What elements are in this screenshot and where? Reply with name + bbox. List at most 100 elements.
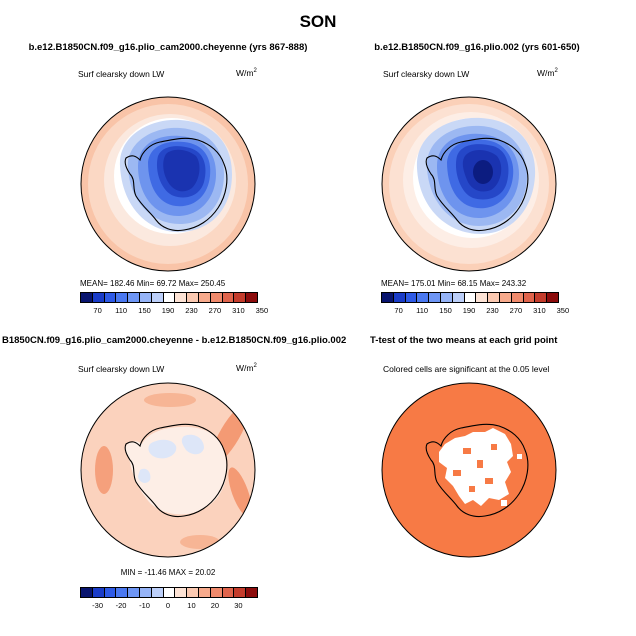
legend-swatch — [128, 588, 140, 597]
legend-swatch — [187, 293, 199, 302]
legend-tick-label: 10 — [187, 601, 196, 610]
legend-swatch — [175, 588, 188, 597]
cool-patch — [148, 439, 177, 459]
cool-patch — [138, 468, 151, 483]
legend-swatch — [246, 293, 257, 302]
panel-4-note: Colored cells are significant at the 0.0… — [383, 364, 550, 374]
warm-patch — [180, 535, 220, 549]
legend-tick-label: 270 — [208, 306, 222, 315]
warm-patch — [144, 393, 196, 407]
legend-swatch — [511, 293, 524, 302]
panel-1-title: b.e12.B1850CN.f09_g16.plio_cam2000.cheye… — [28, 42, 308, 53]
legend-swatch — [92, 588, 105, 597]
legend-swatch — [128, 293, 140, 302]
band-darkest-blue — [473, 160, 493, 184]
legend-tick-label: 110 — [115, 306, 128, 315]
warm-patch — [228, 467, 252, 517]
legend-swatch — [187, 588, 199, 597]
panel-1-variable: Surf clearsky down LW — [78, 69, 165, 79]
legend-swatch — [81, 588, 93, 597]
legend-swatch — [104, 588, 117, 597]
antarctica-coastline — [124, 423, 228, 518]
panel-1-map — [80, 96, 256, 272]
legend-swatch — [246, 588, 257, 597]
legend-swatch — [104, 293, 117, 302]
legend-tick-label: 150 — [439, 306, 452, 315]
panel-3-variable: Surf clearsky down LW — [78, 364, 165, 374]
panel-3-map — [80, 382, 256, 558]
legend-tick-label: 110 — [416, 306, 429, 315]
legend-tick-label: 0 — [165, 601, 171, 610]
legend-swatch — [393, 293, 406, 302]
panel-2-legend-ticks: 70 110 150 190 230 270 310 350 — [381, 306, 569, 316]
legend-swatch — [234, 293, 247, 302]
legend-tick-label: 230 — [486, 306, 499, 315]
legend-swatch — [210, 588, 223, 597]
panel-2-title: b.e12.B1850CN.f09_g16.plio.002 (yrs 601-… — [374, 42, 580, 53]
cool-patch — [181, 434, 204, 455]
non-significant-cells — [517, 454, 522, 459]
significant-cells — [469, 486, 475, 492]
non-significant-cells — [501, 500, 507, 506]
legend-swatch — [234, 588, 247, 597]
legend-tick-label: 70 — [394, 306, 403, 315]
legend-swatch — [382, 293, 394, 302]
legend-tick-label: 270 — [509, 306, 523, 315]
legend-swatch — [535, 293, 548, 302]
legend-swatch — [429, 293, 441, 302]
antarctica-coastline — [425, 137, 529, 232]
panel-3-legend-ticks: -30 -20 -10 0 10 20 30 — [80, 601, 256, 611]
panel-2-map — [381, 96, 557, 272]
legend-swatch — [476, 293, 489, 302]
legend-swatch — [139, 588, 152, 597]
legend-swatch — [92, 293, 105, 302]
legend-swatch — [139, 293, 152, 302]
panel-1-legend-bar — [80, 292, 258, 303]
legend-tick-label: -30 — [92, 601, 104, 610]
legend-swatch — [198, 293, 211, 302]
panel-2-legend-bar — [381, 292, 559, 303]
legend-swatch — [163, 588, 176, 597]
panel-4-title: T-test of the two means at each grid poi… — [370, 335, 558, 346]
significant-cells — [491, 444, 497, 450]
legend-swatch — [151, 293, 164, 302]
legend-swatch — [523, 293, 536, 302]
legend-swatch — [163, 293, 176, 302]
significant-cells — [463, 448, 471, 454]
panel-3-title: B1850CN.f09_g16.plio_cam2000.cheyenne - … — [2, 335, 347, 346]
legend-tick-label: -10 — [139, 601, 150, 610]
significant-cells — [485, 478, 493, 484]
page-title: SON — [299, 12, 337, 31]
legend-swatch — [210, 293, 223, 302]
panel-3-legend-bar — [80, 587, 258, 598]
legend-swatch — [452, 293, 465, 302]
legend-swatch — [222, 293, 235, 302]
band-darker-blue — [163, 149, 200, 192]
panel-1-legend-ticks: 70 110 150 190 230 270 310 350 — [80, 306, 268, 316]
panel-1-units: W/m2 — [236, 68, 257, 78]
legend-tick-label: -20 — [115, 601, 127, 610]
legend-tick-label: 310 — [533, 306, 546, 315]
legend-swatch — [417, 293, 430, 302]
legend-swatch — [81, 293, 93, 302]
significant-cells — [477, 460, 483, 468]
legend-tick-label: 30 — [234, 601, 243, 610]
legend-swatch — [222, 588, 235, 597]
legend-swatch — [405, 293, 418, 302]
legend-swatch — [151, 588, 164, 597]
legend-tick-label: 350 — [556, 306, 570, 315]
legend-tick-label: 350 — [255, 306, 269, 315]
legend-swatch — [440, 293, 453, 302]
legend-swatch — [547, 293, 558, 302]
panel-1-stats: MEAN= 182.46 Min= 69.72 Max= 250.45 — [80, 279, 226, 288]
legend-swatch — [499, 293, 512, 302]
legend-swatch — [116, 293, 129, 302]
panel-4-map — [381, 382, 557, 558]
legend-swatch — [116, 588, 129, 597]
legend-tick-label: 310 — [232, 306, 245, 315]
legend-swatch — [488, 293, 500, 302]
antarctica-coastline — [425, 423, 529, 518]
legend-swatch — [175, 293, 188, 302]
warm-patch — [95, 446, 113, 494]
legend-swatch — [198, 588, 211, 597]
